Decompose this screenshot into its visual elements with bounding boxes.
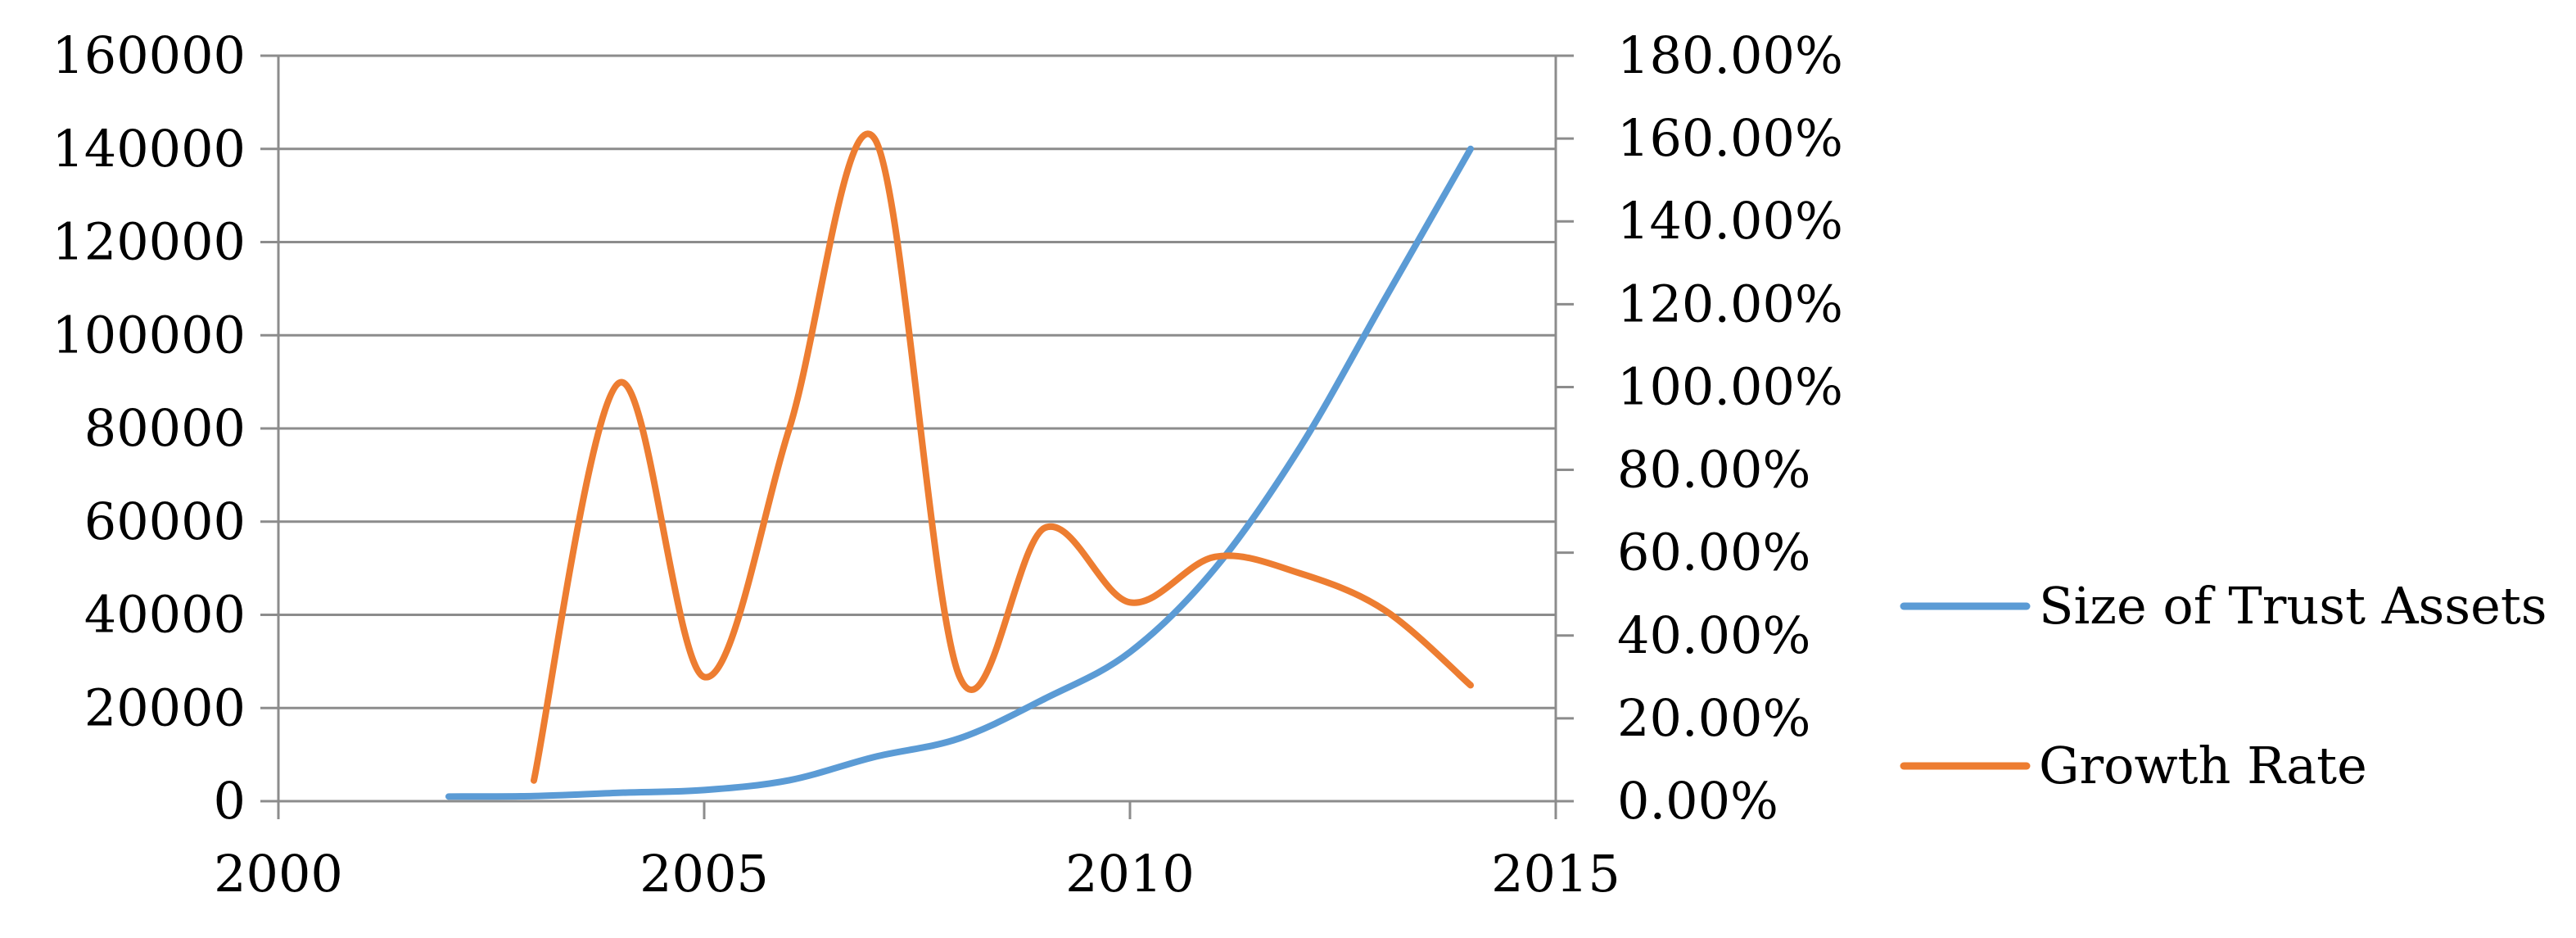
legend-label-size-of-trust-assets: Size of Trust Assets xyxy=(2039,576,2547,636)
left-axis-tick-label: 160000 xyxy=(52,25,246,85)
right-axis-tick-label: 60.00% xyxy=(1617,523,1810,582)
left-axis-tick-label: 80000 xyxy=(84,398,246,458)
left-axis-tick-label: 40000 xyxy=(84,585,246,645)
right-axis-tick-label: 120.00% xyxy=(1617,274,1843,333)
left-axis-tick-label: 0 xyxy=(214,771,246,831)
right-axis-tick-label: 20.00% xyxy=(1617,688,1810,748)
right-axis-tick-label: 40.00% xyxy=(1617,605,1810,665)
left-axis-tick-label: 20000 xyxy=(84,677,246,737)
x-axis-tick-label: 2010 xyxy=(1065,844,1195,904)
x-axis-tick-label: 2015 xyxy=(1491,844,1620,904)
legend-label-growth-rate: Growth Rate xyxy=(2039,736,2367,795)
right-axis-tick-label: 0.00% xyxy=(1617,771,1778,831)
right-axis-tick-labels: 0.00% 20.00% 40.00% 60.00% 80.00% 100.00% 120.… xyxy=(1617,25,1843,831)
x-axis-tick-labels: 2000 2005 2010 2015 xyxy=(214,844,1620,904)
left-axis-tick-labels: 0 20000 40000 60000 80000 100000 120000 140000 1… xyxy=(52,25,246,831)
right-axis-tick-label: 100.00% xyxy=(1617,356,1843,416)
left-axis-tick-label: 140000 xyxy=(52,119,246,179)
left-axis-tick-label: 100000 xyxy=(52,305,246,365)
series-line-size-of-trust-assets xyxy=(445,145,1474,800)
x-axis-tick-label: 2005 xyxy=(639,844,769,904)
series-line-growth-rate xyxy=(531,130,1474,784)
right-axis-tick-label: 80.00% xyxy=(1617,440,1810,500)
series-lines xyxy=(445,130,1474,800)
right-axis-tick-label: 160.00% xyxy=(1617,108,1843,168)
left-axis-tick-label: 120000 xyxy=(52,212,246,272)
right-axis-tick-label: 140.00% xyxy=(1617,191,1843,251)
grid-lines xyxy=(278,54,1556,803)
axes xyxy=(260,54,1574,819)
legend: Size of Trust Assets Growth Rate xyxy=(1900,576,2547,795)
left-axis-tick-label: 60000 xyxy=(84,492,246,551)
x-axis-tick-label: 2000 xyxy=(214,844,343,904)
right-axis-tick-label: 180.00% xyxy=(1617,25,1843,85)
